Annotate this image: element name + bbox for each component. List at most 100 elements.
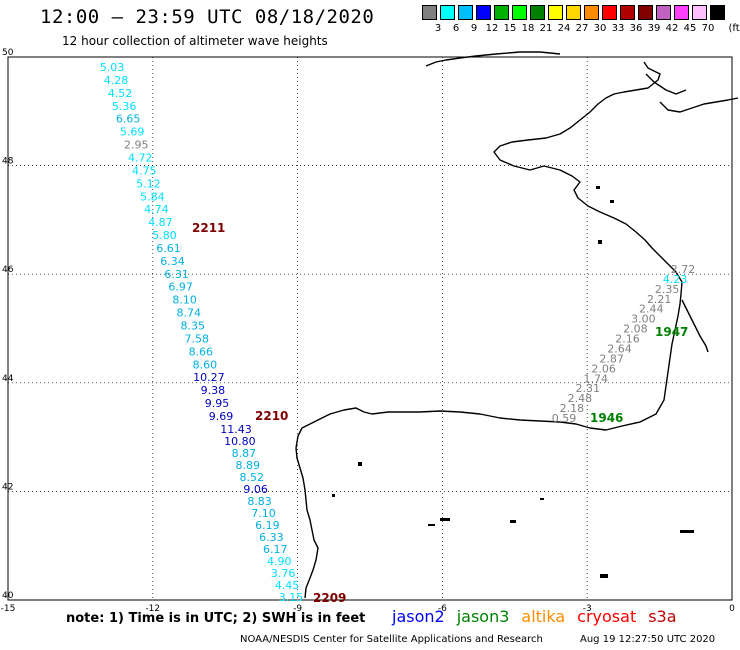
lon-tick-label: -3 — [583, 604, 592, 614]
swh-value: 3.00 — [631, 313, 656, 326]
legend-swatch — [620, 5, 635, 20]
coastline-france — [493, 61, 683, 295]
swh-value: 9.06 — [243, 483, 268, 496]
legend-swatch — [458, 5, 473, 20]
swh-value: 6.33 — [259, 531, 284, 544]
legend-swatch — [674, 5, 689, 20]
swh-value: 4.23 — [663, 273, 688, 286]
legend-label: 36 — [629, 23, 643, 34]
lat-tick-label: 48 — [2, 157, 14, 167]
swh-value: 6.61 — [156, 242, 181, 255]
swh-value: 2.48 — [568, 392, 593, 405]
legend-label: 45 — [683, 23, 697, 34]
satellite-legend-item: altika — [521, 607, 566, 626]
swh-value: 6.19 — [255, 519, 280, 532]
swh-value: 8.60 — [193, 358, 218, 371]
swh-value: 4.45 — [275, 579, 300, 592]
swh-value: 8.89 — [236, 459, 261, 472]
swh-value: 10.80 — [224, 435, 256, 448]
legend-swatch — [548, 5, 563, 20]
legend-swatch — [584, 5, 599, 20]
legend-label: 42 — [665, 23, 679, 34]
legend-label: 30 — [593, 23, 607, 34]
swh-value: 4.74 — [144, 203, 169, 216]
satellite-legend: jason2 jason3 altika cryosat s3a — [392, 607, 689, 626]
satellite-legend-item: jason2 — [392, 607, 445, 626]
swh-value: 0.59 — [552, 412, 577, 425]
swh-value: 2.64 — [607, 342, 632, 355]
swh-value: 3.15 — [279, 591, 304, 604]
swh-value: 6.34 — [160, 255, 185, 268]
swh-value: 8.87 — [232, 447, 257, 460]
swh-value: 5.84 — [140, 190, 165, 203]
swh-value: 8.35 — [180, 320, 205, 333]
coastline-cotentin — [645, 73, 687, 95]
swh-value: 4.28 — [104, 74, 129, 87]
lon-tick-label: -12 — [145, 604, 160, 614]
legend-swatch — [602, 5, 617, 20]
swh-value: 5.36 — [112, 100, 137, 113]
swh-value: 2.95 — [124, 139, 149, 152]
legend-label: 33 — [611, 23, 625, 34]
legend-label: 18 — [521, 23, 535, 34]
lon-tick-label: -6 — [438, 604, 447, 614]
legend-label: 24 — [557, 23, 571, 34]
legend-label: 15 — [503, 23, 517, 34]
swh-value: 2.72 — [671, 263, 696, 276]
legend-swatch — [710, 5, 725, 20]
swh-value: 2.35 — [655, 283, 680, 296]
swh-value: 3.76 — [271, 567, 296, 580]
legend-unit: (ft) — [728, 23, 740, 34]
swh-value: 4.72 — [128, 151, 153, 164]
swh-value: 2.87 — [599, 352, 624, 365]
swh-value: 2.16 — [615, 333, 640, 346]
legend-swatch — [440, 5, 455, 20]
swh-value: 7.58 — [185, 332, 210, 345]
legend-swatch — [512, 5, 527, 20]
lat-lon-grid — [8, 57, 732, 600]
legend-swatch — [638, 5, 653, 20]
legend-label: 39 — [647, 23, 661, 34]
swh-value: 5.80 — [152, 229, 177, 242]
legend-label: 70 — [701, 23, 715, 34]
legend-swatch — [530, 5, 545, 20]
swh-value: 2.06 — [591, 362, 616, 375]
lon-tick-label: -9 — [293, 604, 302, 614]
legend-label: 21 — [539, 23, 553, 34]
legend-label: 12 — [485, 23, 499, 34]
satellite-legend-item: s3a — [648, 607, 677, 626]
swh-value: 4.75 — [132, 164, 157, 177]
swh-value: 7.10 — [251, 507, 276, 520]
swh-value: 8.52 — [239, 471, 264, 484]
page-subtitle: 12 hour collection of altimeter wave hei… — [62, 34, 328, 48]
legend-swatch — [566, 5, 581, 20]
generation-timestamp: Aug 19 12:27:50 UTC 2020 — [580, 634, 716, 645]
swh-value: 8.74 — [176, 307, 201, 320]
pass-time-label: 2210 — [255, 409, 288, 423]
swh-value: 6.17 — [263, 543, 288, 556]
lat-tick-label: 44 — [2, 374, 14, 384]
swh-value: 11.43 — [220, 423, 252, 436]
swh-value: 4.52 — [108, 87, 133, 100]
pass-time-label: 2209 — [313, 591, 346, 605]
credit-text: NOAA/NESDIS Center for Satellite Applica… — [240, 634, 543, 645]
legend-swatch — [494, 5, 509, 20]
legend-label: 27 — [575, 23, 589, 34]
swh-value: 5.03 — [100, 61, 125, 74]
pass-time-label: 1946 — [590, 411, 623, 425]
swh-value: 2.08 — [623, 323, 648, 336]
axis-ticks: -15 -12 -9 -6 -3 0 50 48 46 44 42 40 — [1, 48, 735, 614]
lat-tick-label: 42 — [2, 482, 13, 492]
swh-value: 2.18 — [560, 402, 585, 415]
coastline-cornwall — [425, 51, 561, 67]
swh-value: 2.44 — [639, 303, 664, 316]
swh-value: 8.83 — [247, 495, 272, 508]
swh-value: 2.31 — [576, 382, 601, 395]
coastline-gironde — [681, 299, 709, 353]
legend-swatch — [476, 5, 491, 20]
coastline-channel — [659, 97, 739, 113]
page-title: 12:00 — 23:59 UTC 08/18/2020 — [40, 6, 375, 28]
swh-value: 9.95 — [205, 397, 230, 410]
swh-value: 5.12 — [136, 177, 161, 190]
